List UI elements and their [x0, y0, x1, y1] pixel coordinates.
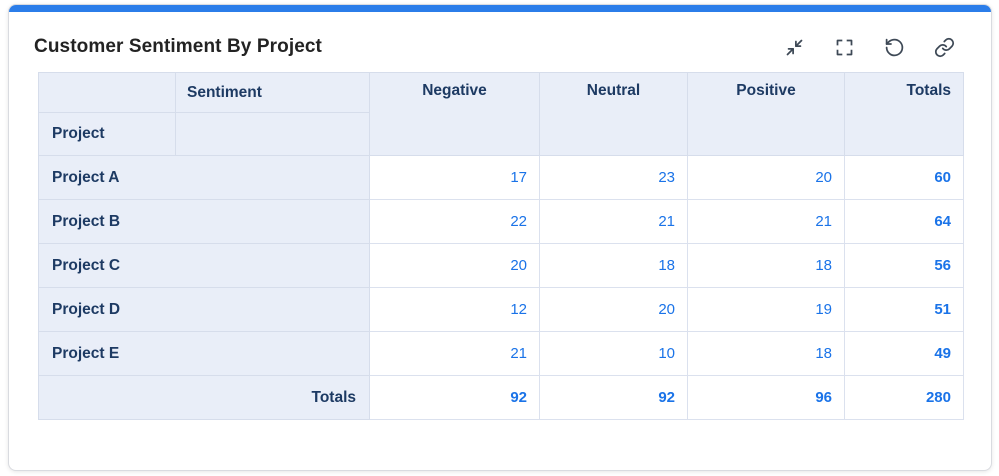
pivot-table: Sentiment Negative Neutral Positive Tota…: [38, 72, 964, 420]
row-header: Project A: [38, 155, 370, 200]
cell-row-total: 60: [844, 155, 964, 200]
corner-cell-empty: [38, 72, 176, 113]
cell-column-total: 96: [687, 375, 845, 420]
cell-row-total: 56: [844, 243, 964, 288]
refresh-icon: [884, 37, 905, 58]
column-header-negative: Negative: [369, 72, 540, 156]
cell-value: 20: [369, 243, 540, 288]
cell-value: 18: [687, 243, 845, 288]
totals-row-header: Totals: [38, 375, 370, 420]
widget-header: Customer Sentiment By Project: [9, 12, 991, 72]
cell-value: 18: [539, 243, 688, 288]
cell-value: 10: [539, 331, 688, 376]
widget-toolbar: [783, 36, 955, 58]
totals-row: Totals 92 92 96 280: [38, 375, 964, 420]
cell-row-total: 51: [844, 287, 964, 332]
row-axis-label: Project: [38, 112, 176, 156]
cell-column-total: 92: [369, 375, 540, 420]
widget-title: Customer Sentiment By Project: [34, 36, 322, 57]
row-header: Project B: [38, 199, 370, 244]
pivot-table-container: Sentiment Negative Neutral Positive Tota…: [38, 72, 991, 420]
cell-value: 22: [369, 199, 540, 244]
cell-value: 21: [369, 331, 540, 376]
table-row: Project D 12 20 19 51: [38, 287, 964, 332]
cell-row-total: 49: [844, 331, 964, 376]
link-icon: [934, 37, 955, 58]
row-header: Project E: [38, 331, 370, 376]
column-header-positive: Positive: [687, 72, 845, 156]
widget-card: Customer Sentiment By Project: [8, 4, 992, 471]
cell-value: 23: [539, 155, 688, 200]
collapse-icon: [784, 37, 805, 58]
table-row: Project B 22 21 21 64: [38, 199, 964, 244]
cell-row-total: 64: [844, 199, 964, 244]
row-header: Project D: [38, 287, 370, 332]
cell-value: 18: [687, 331, 845, 376]
row-header: Project C: [38, 243, 370, 288]
refresh-button[interactable]: [883, 36, 905, 58]
cell-value: 21: [687, 199, 845, 244]
cell-value: 20: [539, 287, 688, 332]
cell-value: 17: [369, 155, 540, 200]
link-button[interactable]: [933, 36, 955, 58]
cell-column-total: 92: [539, 375, 688, 420]
table-row: Project C 20 18 18 56: [38, 243, 964, 288]
column-axis-label: Sentiment: [175, 72, 370, 113]
cell-value: 12: [369, 287, 540, 332]
corner-cell-empty-2: [175, 112, 370, 156]
accent-bar: [9, 5, 991, 12]
column-header-totals: Totals: [844, 72, 964, 156]
column-header-neutral: Neutral: [539, 72, 688, 156]
collapse-button[interactable]: [783, 36, 805, 58]
cell-grand-total: 280: [844, 375, 964, 420]
table-row: Project A 17 23 20 60: [38, 155, 964, 200]
cell-value: 19: [687, 287, 845, 332]
maximize-button[interactable]: [833, 36, 855, 58]
maximize-icon: [834, 37, 855, 58]
table-row: Project E 21 10 18 49: [38, 331, 964, 376]
cell-value: 21: [539, 199, 688, 244]
cell-value: 20: [687, 155, 845, 200]
